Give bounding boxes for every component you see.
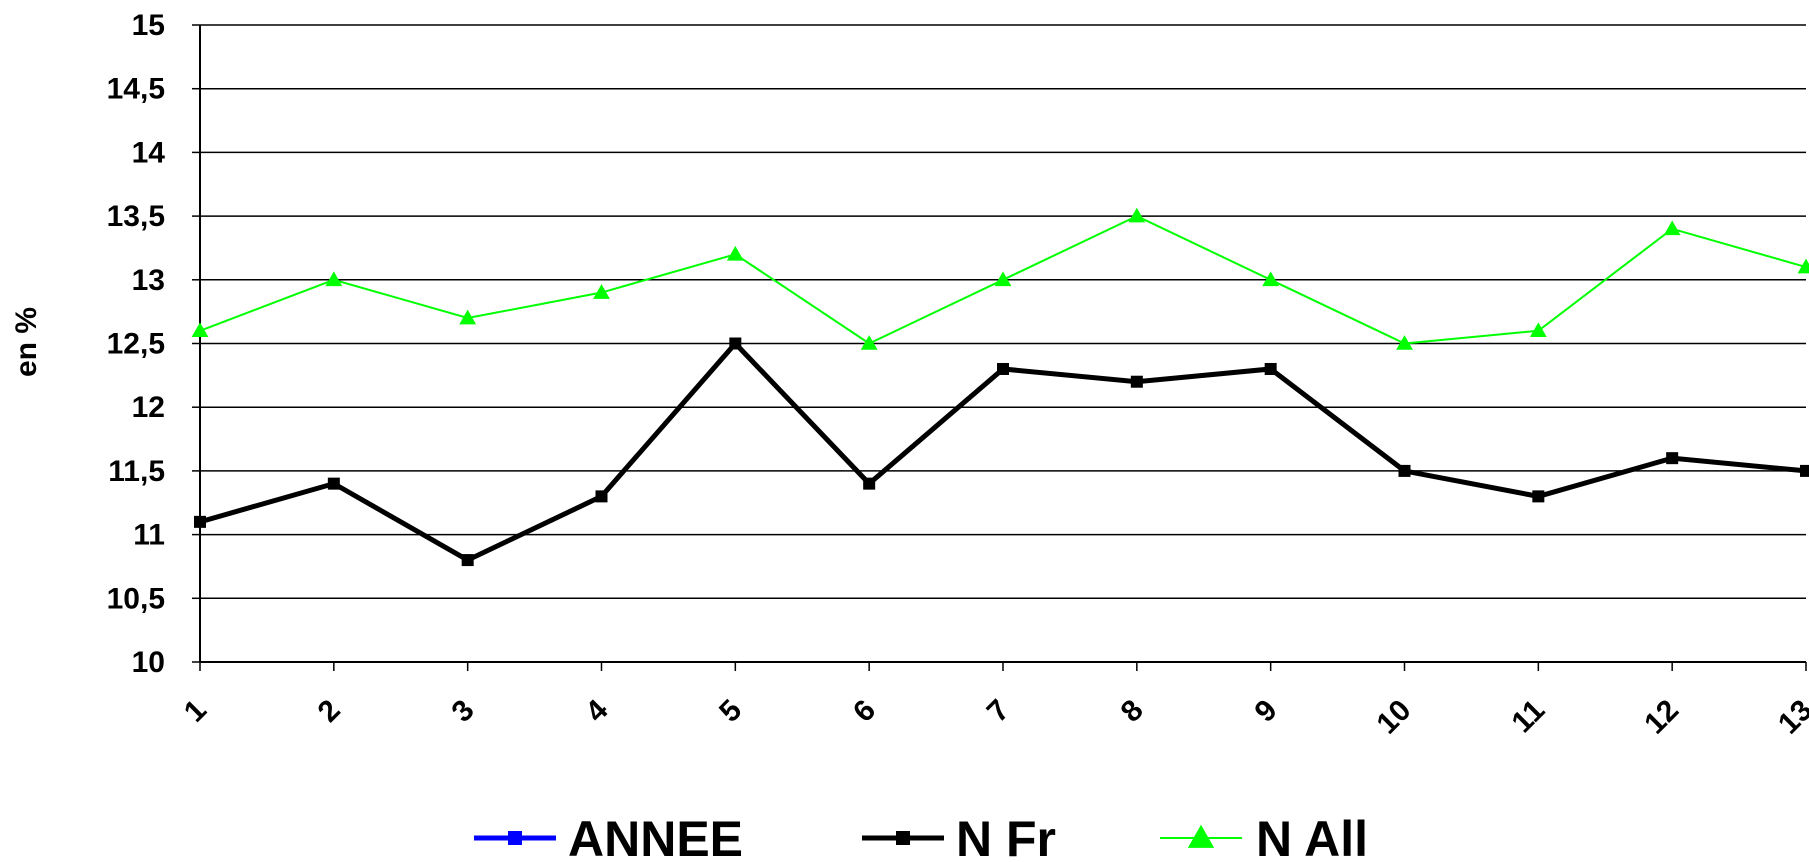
data-point [461,554,474,567]
gridlines [192,24,1806,663]
x-tick-label: 2 [312,694,347,729]
y-tick-label: 13 [132,264,165,297]
legend-swatch-marker [508,831,522,845]
data-point [459,309,477,325]
x-tick-label: 10 [1371,694,1418,741]
x-tick-label: 1 [178,694,213,729]
x-tick-label: 12 [1638,694,1685,741]
series-line [199,339,1807,563]
data-point [997,362,1009,375]
y-tick-label: 11,5 [108,455,165,488]
y-tick-label: 10 [132,646,165,679]
data-point [860,335,878,350]
data-point [593,284,610,299]
data-point [1666,452,1679,465]
x-tick-label: 7 [981,694,1016,729]
y-tick-label: 13,5 [107,200,165,233]
data-point [726,245,744,261]
data-point [325,271,343,287]
y-tick-label: 10,5 [107,582,165,615]
x-tick-label: 4 [579,693,614,728]
legend: ANNEE N Fr N All [474,811,1368,862]
series [191,207,1809,567]
data-point [191,322,209,338]
data-point [994,271,1012,287]
data-point [1800,464,1809,477]
legend-item-annee: ANNEE [474,811,743,862]
data-point [1262,271,1280,287]
y-tick-label: 11 [133,519,165,552]
legend-swatch-marker [896,831,910,845]
x-tick-label: 9 [1248,694,1283,729]
data-point [327,477,340,490]
y-tick-label: 15 [132,9,165,42]
legend-label: N Fr [956,811,1056,862]
legend-label: N All [1256,811,1368,862]
data-point [729,337,742,350]
data-point [1797,258,1809,274]
data-point [1130,375,1143,388]
series-n-all [191,207,1809,350]
y-tick-label: 12 [132,391,165,424]
y-axis-label: en % [10,307,43,377]
data-point [194,515,206,528]
data-point [1264,362,1277,375]
data-point [1128,207,1146,223]
x-axis-tick-labels: 1 2 3 4 5 6 7 8 9 10 11 12 13 [178,662,1809,741]
legend-item-n-fr: N Fr [862,811,1056,862]
x-tick-label: 8 [1115,694,1150,729]
legend-swatch-marker [1187,824,1215,848]
series-n-fr [194,337,1809,567]
legend-item-n-all: N All [1160,811,1368,862]
data-point [1398,464,1411,477]
x-tick-label: 5 [713,694,748,729]
x-tick-label: 3 [445,694,480,729]
data-point [1529,322,1547,338]
y-tick-label: 14 [132,136,166,169]
y-tick-label: 14,5 [107,73,165,106]
data-point [863,477,876,490]
data-point [595,490,608,503]
data-point [1532,490,1545,503]
x-tick-label: 13 [1772,694,1809,741]
x-tick-label: 11 [1506,694,1552,740]
x-tick-label: 6 [847,694,882,729]
data-point [1396,335,1413,350]
legend-label: ANNEE [568,811,743,862]
y-axis-tick-labels: 10 10,5 11 11,5 12 12,5 13 13,5 14 14,5 15 [107,9,166,679]
y-tick-label: 12,5 [107,328,165,361]
data-point [1663,220,1681,236]
